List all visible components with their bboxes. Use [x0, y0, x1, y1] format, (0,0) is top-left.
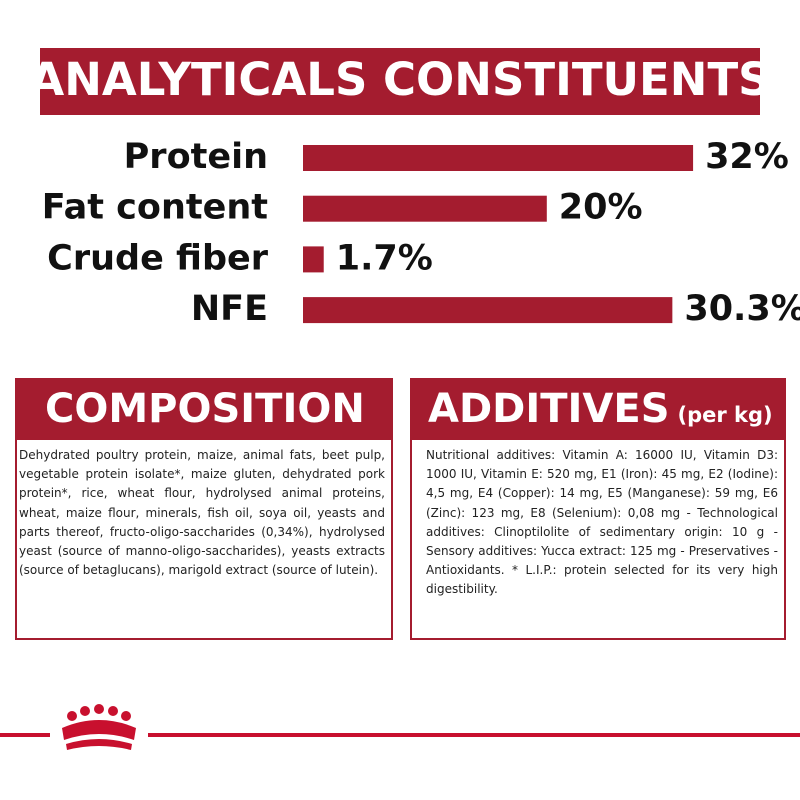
value-label: 1.7% — [336, 238, 433, 278]
title: ANALYTICALS CONSTITUENTS — [29, 53, 770, 106]
additives-text: Nutritional additives: Vitamin A: 16000 … — [426, 448, 778, 597]
category-label: NFE — [191, 289, 268, 329]
title-banner — [40, 48, 760, 115]
additives-header: ADDITIVES (per kg) — [412, 378, 784, 440]
composition-title: COMPOSITION — [17, 378, 391, 440]
value-label: 32% — [705, 137, 789, 177]
additives-unit: (per kg) — [677, 403, 773, 427]
additives-title: ADDITIVES — [428, 386, 670, 432]
category-label: Crude fiber — [47, 238, 269, 278]
bar — [303, 145, 694, 171]
value-label: 20% — [559, 188, 643, 228]
additives-panel: ADDITIVES (per kg) Nutritional additives:… — [410, 378, 786, 640]
bar — [303, 297, 673, 324]
bar — [303, 195, 547, 222]
composition-panel: COMPOSITION Dehydrated poultry protein, … — [15, 378, 393, 640]
composition-text: Dehydrated poultry protein, maize, anima… — [19, 448, 385, 578]
bar — [303, 246, 324, 273]
category-label: Fat content — [42, 188, 268, 228]
category-label: Protein — [124, 137, 268, 177]
crown-logo — [62, 704, 136, 750]
value-label: 30.3% — [684, 289, 800, 329]
